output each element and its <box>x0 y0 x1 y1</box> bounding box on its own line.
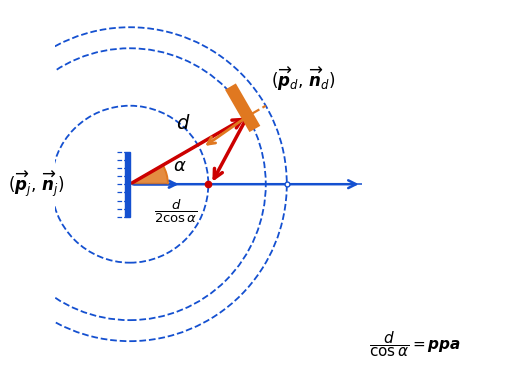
Wedge shape <box>130 165 168 184</box>
Text: $(\overrightarrow{\boldsymbol{p}}_d,\,\overrightarrow{\boldsymbol{n}}_d)$: $(\overrightarrow{\boldsymbol{p}}_d,\,\o… <box>271 66 335 93</box>
Text: $(\overrightarrow{\boldsymbol{p}}_j,\,\overrightarrow{\boldsymbol{n}}_j)$: $(\overrightarrow{\boldsymbol{p}}_j,\,\o… <box>8 170 65 199</box>
Text: $\alpha$: $\alpha$ <box>173 157 187 175</box>
Text: $d$: $d$ <box>176 113 191 133</box>
Text: $\dfrac{d}{\cos\alpha} = \boldsymbol{ppa}$: $\dfrac{d}{\cos\alpha} = \boldsymbol{ppa… <box>369 330 461 359</box>
Text: $\dfrac{d}{2\cos\alpha}$: $\dfrac{d}{2\cos\alpha}$ <box>154 198 198 225</box>
Bar <box>125 152 130 217</box>
